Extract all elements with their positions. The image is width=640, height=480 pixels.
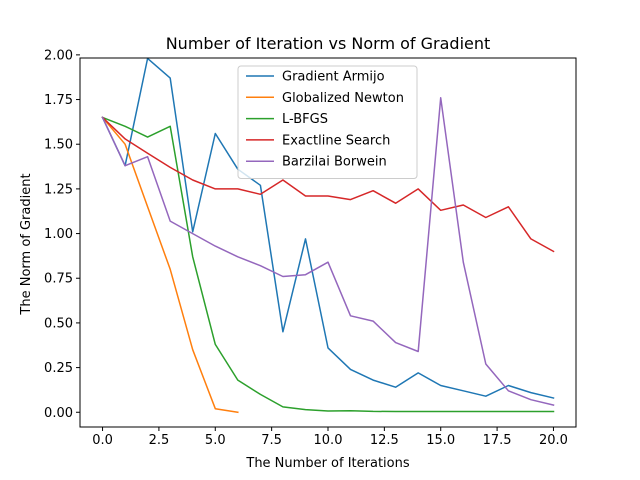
y-tick-label: 1.25 xyxy=(44,182,73,197)
legend-label-1: Gradient Armijo xyxy=(282,70,385,85)
y-tick-label: 0.75 xyxy=(44,272,73,287)
chart-title: Number of Iteration vs Norm of Gradient xyxy=(166,34,491,53)
y-tick-label: 0.25 xyxy=(44,361,73,376)
x-tick-label: 12.5 xyxy=(370,433,399,448)
x-tick-label: 5.0 xyxy=(205,433,226,448)
legend-box xyxy=(237,65,418,179)
y-tick-label: 0.00 xyxy=(44,406,73,421)
legend-label-5: Barzilai Borwein xyxy=(282,155,387,170)
x-tick-label: 20.0 xyxy=(539,433,568,448)
x-tick-label: 17.5 xyxy=(483,433,512,448)
y-tick-label: 1.00 xyxy=(44,227,73,242)
legend-label-3: L-BFGS xyxy=(282,112,328,127)
x-tick-label: 15.0 xyxy=(426,433,455,448)
axes: 0.0 2.5 5.0 7.5 10.0 12.5 15.0 17.5 20.0 0.00 0.25… xyxy=(44,48,577,448)
legend-label-4: Exactline Search xyxy=(282,133,390,148)
legend-label-2: Globalized Newton xyxy=(282,91,404,106)
series-line-1 xyxy=(101,57,555,399)
y-tick-label: 0.50 xyxy=(44,316,73,331)
series-line-4 xyxy=(101,116,555,253)
y-tick-label: 1.50 xyxy=(44,138,73,153)
y-axis-title: The Norm of Gradient xyxy=(19,173,34,315)
x-axis-title: The Number of Iterations xyxy=(245,456,409,471)
y-tick-label: 1.75 xyxy=(44,93,73,108)
y-tick-label: 2.00 xyxy=(44,48,73,63)
x-tick-label: 7.5 xyxy=(261,433,282,448)
series-line-5 xyxy=(101,97,555,407)
legend: Gradient Armijo Globalized Newton L-BFGS Ex… xyxy=(237,65,418,179)
x-tick-label: 10.0 xyxy=(314,433,343,448)
plot-area xyxy=(101,57,555,414)
x-tick-label: 0.0 xyxy=(92,433,113,448)
series-line-3 xyxy=(101,116,555,413)
series-line-2 xyxy=(101,116,239,414)
x-tick-label: 2.5 xyxy=(149,433,170,448)
